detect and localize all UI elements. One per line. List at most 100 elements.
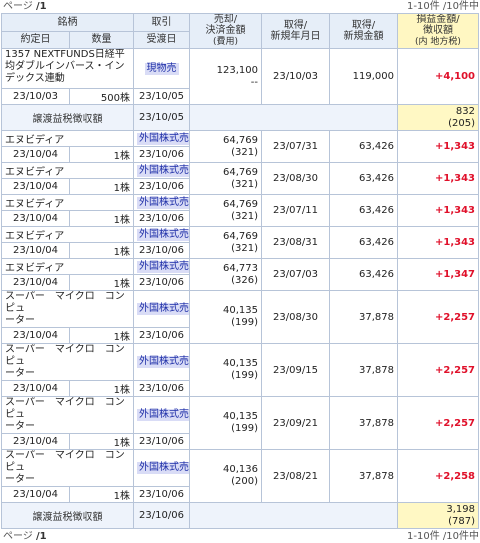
quantity: 1株 (69, 242, 134, 259)
contract-date: 23/10/04 (1, 327, 70, 344)
header-sell-amount: 売却/決済金額 (費用) (189, 13, 262, 49)
acq-date: 23/10/03 (261, 48, 330, 105)
trade-type: 外国株式売 (133, 162, 190, 179)
delivery-date: 23/10/06 (133, 242, 190, 259)
security-name: スーパー マイクロ コンピュ ーター (1, 396, 134, 434)
acq-date: 23/09/15 (261, 343, 330, 397)
security-name: エヌビディア (1, 130, 134, 147)
delivery-date: 23/10/06 (133, 433, 190, 450)
acq-amount: 63,426 (329, 226, 398, 259)
header-trade-type: 取引 (133, 13, 190, 32)
header-acq-amount: 取得/新規金額 (329, 13, 398, 49)
contract-date: 23/10/04 (1, 274, 70, 291)
quantity: 1株 (69, 433, 134, 450)
profit-loss: +1,343 (397, 130, 479, 163)
trade-type: 外国株式売 (133, 226, 190, 243)
profit-loss: +2,258 (397, 449, 479, 503)
security-name: エヌビディア (1, 162, 134, 179)
contract-date: 23/10/04 (1, 433, 70, 450)
quantity: 1株 (69, 210, 134, 227)
contract-date: 23/10/04 (1, 178, 70, 195)
security-name: スーパー マイクロ コンピュ ーター (1, 449, 134, 487)
header-delivery-date: 受渡日 (133, 30, 190, 49)
sell-amount: 40,135 (199) (189, 343, 262, 397)
sell-amount: 64,769 (321) (189, 162, 262, 195)
acq-amount: 63,426 (329, 130, 398, 163)
table-row: 23/10/04 1株 23/10/06 (1, 210, 479, 227)
table-row: スーパー マイクロ コンピュ ーター 外国株式売 40,135 (199) 23/08/3… (1, 290, 479, 344)
acq-date: 23/09/21 (261, 396, 330, 450)
acq-date: 23/08/31 (261, 226, 330, 259)
quantity: 1株 (69, 327, 134, 344)
contract-date: 23/10/04 (1, 380, 70, 397)
sell-amount: 40,135 (199) (189, 290, 262, 344)
tax-date: 23/10/06 (133, 502, 190, 529)
page-indicator: ページ /1 (3, 531, 47, 542)
sell-amount: 64,769 (321) (189, 194, 262, 227)
table-row: 1357 NEXTFUNDS日経平均ダブルインバース・インデックス連動 現物売 … (1, 48, 479, 105)
contract-date: 23/10/04 (1, 210, 70, 227)
header-name: 銘柄 (1, 13, 134, 32)
profit-loss: +4,100 (397, 48, 479, 105)
contract-date: 23/10/04 (1, 146, 70, 163)
acq-amount: 63,426 (329, 162, 398, 195)
acq-date: 23/07/11 (261, 194, 330, 227)
quantity: 1株 (69, 274, 134, 291)
pager-top: ページ /1 1-10件 /10件中 (0, 0, 480, 13)
profit-loss: +1,343 (397, 194, 479, 227)
delivery-date: 23/10/06 (133, 210, 190, 227)
delivery-date: 23/10/06 (133, 327, 190, 344)
pager-bottom: ページ /1 1-10件 /10件中 (0, 530, 480, 543)
table-row: 23/10/04 1株 23/10/06 (1, 380, 479, 397)
security-name: エヌビディア (1, 194, 134, 211)
sell-amount: 64,773 (326) (189, 258, 262, 291)
header-contract-date: 約定日 (1, 30, 70, 49)
acq-amount: 63,426 (329, 194, 398, 227)
quantity: 500株 (69, 88, 134, 105)
trade-history-table: 銘柄 取引 売却/決済金額 (費用) 取得/新規年月日 取得/新規金額 損益金額/… (1, 13, 479, 529)
quantity: 1株 (69, 178, 134, 195)
quantity: 1株 (69, 380, 134, 397)
result-count: 1-10件 /10件中 (407, 1, 479, 12)
acq-amount: 37,878 (329, 396, 398, 450)
table-row: スーパー マイクロ コンピュ ーター 外国株式売 40,135 (199) 23/09/1… (1, 343, 479, 397)
profit-loss: +2,257 (397, 290, 479, 344)
table-row: エヌビディア 外国株式売 64,769 (321) 23/08/31 63,426 +1,3… (1, 226, 479, 259)
header-acq-date: 取得/新規年月日 (261, 13, 330, 49)
trade-type: 外国株式売 (133, 396, 190, 434)
delivery-date: 23/10/06 (133, 274, 190, 291)
acq-date: 23/07/03 (261, 258, 330, 291)
sell-amount: 40,135 (199) (189, 396, 262, 450)
security-name: エヌビディア (1, 258, 134, 275)
acq-amount: 63,426 (329, 258, 398, 291)
header-quantity: 数量 (69, 30, 134, 49)
profit-loss: +2,257 (397, 343, 479, 397)
acq-amount: 37,878 (329, 343, 398, 397)
acq-date: 23/08/21 (261, 449, 330, 503)
tax-row: 譲渡益税徴収額 23/10/06 3,198 (787) (1, 502, 479, 529)
profit-loss: +1,343 (397, 226, 479, 259)
trade-type: 外国株式売 (133, 258, 190, 275)
tax-amount: 3,198 (787) (397, 502, 479, 529)
delivery-date: 23/10/05 (133, 88, 190, 105)
table-row: 23/10/04 1株 23/10/06 (1, 327, 479, 344)
contract-date: 23/10/03 (1, 88, 70, 105)
tax-label: 譲渡益税徴収額 (1, 502, 134, 529)
acq-amount: 37,878 (329, 290, 398, 344)
trade-type: 外国株式売 (133, 449, 190, 487)
tax-label: 譲渡益税徴収額 (1, 104, 134, 131)
tax-amount: 832 (205) (397, 104, 479, 131)
trade-type: 外国株式売 (133, 130, 190, 147)
page-indicator: ページ /1 (3, 1, 47, 12)
profit-loss: +2,257 (397, 396, 479, 450)
tax-row: 譲渡益税徴収額 23/10/05 832 (205) (1, 104, 479, 131)
sell-amount: 64,769 (321) (189, 130, 262, 163)
delivery-date: 23/10/06 (133, 146, 190, 163)
trade-type: 外国株式売 (133, 343, 190, 381)
table-row: 23/10/03 500株 23/10/05 (1, 88, 479, 105)
table-row: 23/10/04 1株 23/10/06 (1, 178, 479, 195)
sell-amount: 40,136 (200) (189, 449, 262, 503)
sell-amount: 123,100 -- (189, 48, 262, 105)
delivery-date: 23/10/06 (133, 380, 190, 397)
trade-type: 外国株式売 (133, 194, 190, 211)
